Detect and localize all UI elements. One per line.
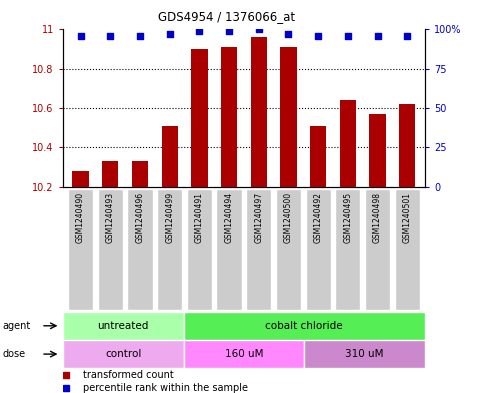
Point — [344, 33, 352, 39]
Bar — [102, 161, 118, 187]
Bar — [221, 47, 237, 187]
Bar — [340, 100, 356, 187]
Bar — [63, 312, 184, 340]
Text: GSM1240494: GSM1240494 — [225, 192, 234, 243]
Text: GSM1240499: GSM1240499 — [165, 192, 174, 243]
Bar — [184, 312, 425, 340]
Text: GSM1240500: GSM1240500 — [284, 192, 293, 243]
Bar — [395, 189, 420, 310]
Point — [284, 31, 292, 37]
Bar — [304, 340, 425, 368]
Text: GSM1240498: GSM1240498 — [373, 192, 382, 243]
Point — [136, 33, 144, 39]
Bar — [251, 37, 267, 187]
Bar — [276, 189, 301, 310]
Bar — [246, 189, 271, 310]
Bar — [280, 47, 297, 187]
Bar — [216, 189, 242, 310]
Text: untreated: untreated — [98, 321, 149, 331]
Bar — [306, 189, 331, 310]
Text: GSM1240496: GSM1240496 — [136, 192, 144, 243]
Bar — [184, 340, 304, 368]
Text: GSM1240497: GSM1240497 — [254, 192, 263, 243]
Bar — [128, 189, 153, 310]
Text: 160 uM: 160 uM — [225, 349, 263, 359]
Bar — [399, 104, 415, 187]
Point — [196, 28, 203, 34]
Text: 310 uM: 310 uM — [345, 349, 384, 359]
Text: GSM1240493: GSM1240493 — [106, 192, 115, 243]
Bar — [365, 189, 390, 310]
Point — [314, 33, 322, 39]
Text: dose: dose — [2, 349, 26, 359]
Text: percentile rank within the sample: percentile rank within the sample — [83, 383, 248, 393]
Bar — [98, 189, 123, 310]
Text: GSM1240492: GSM1240492 — [313, 192, 323, 243]
Bar — [63, 340, 184, 368]
Bar — [335, 189, 360, 310]
Bar — [187, 189, 212, 310]
Point — [106, 33, 114, 39]
Text: GSM1240495: GSM1240495 — [343, 192, 352, 243]
Text: cobalt chloride: cobalt chloride — [266, 321, 343, 331]
Bar — [72, 171, 89, 187]
Bar — [132, 161, 148, 187]
Point — [374, 33, 382, 39]
Bar — [157, 189, 182, 310]
Text: GSM1240501: GSM1240501 — [403, 192, 412, 243]
Point — [225, 28, 233, 34]
Bar — [68, 189, 93, 310]
Bar — [161, 126, 178, 187]
Text: control: control — [105, 349, 142, 359]
Text: transformed count: transformed count — [83, 370, 173, 380]
Bar — [191, 49, 208, 187]
Text: agent: agent — [2, 321, 30, 331]
Point — [403, 33, 411, 39]
Text: GDS4954 / 1376066_at: GDS4954 / 1376066_at — [158, 10, 296, 23]
Point — [166, 31, 173, 37]
Point — [77, 33, 85, 39]
Point — [255, 26, 263, 33]
Bar — [310, 126, 327, 187]
Text: GSM1240491: GSM1240491 — [195, 192, 204, 243]
Bar — [369, 114, 386, 187]
Text: GSM1240490: GSM1240490 — [76, 192, 85, 243]
